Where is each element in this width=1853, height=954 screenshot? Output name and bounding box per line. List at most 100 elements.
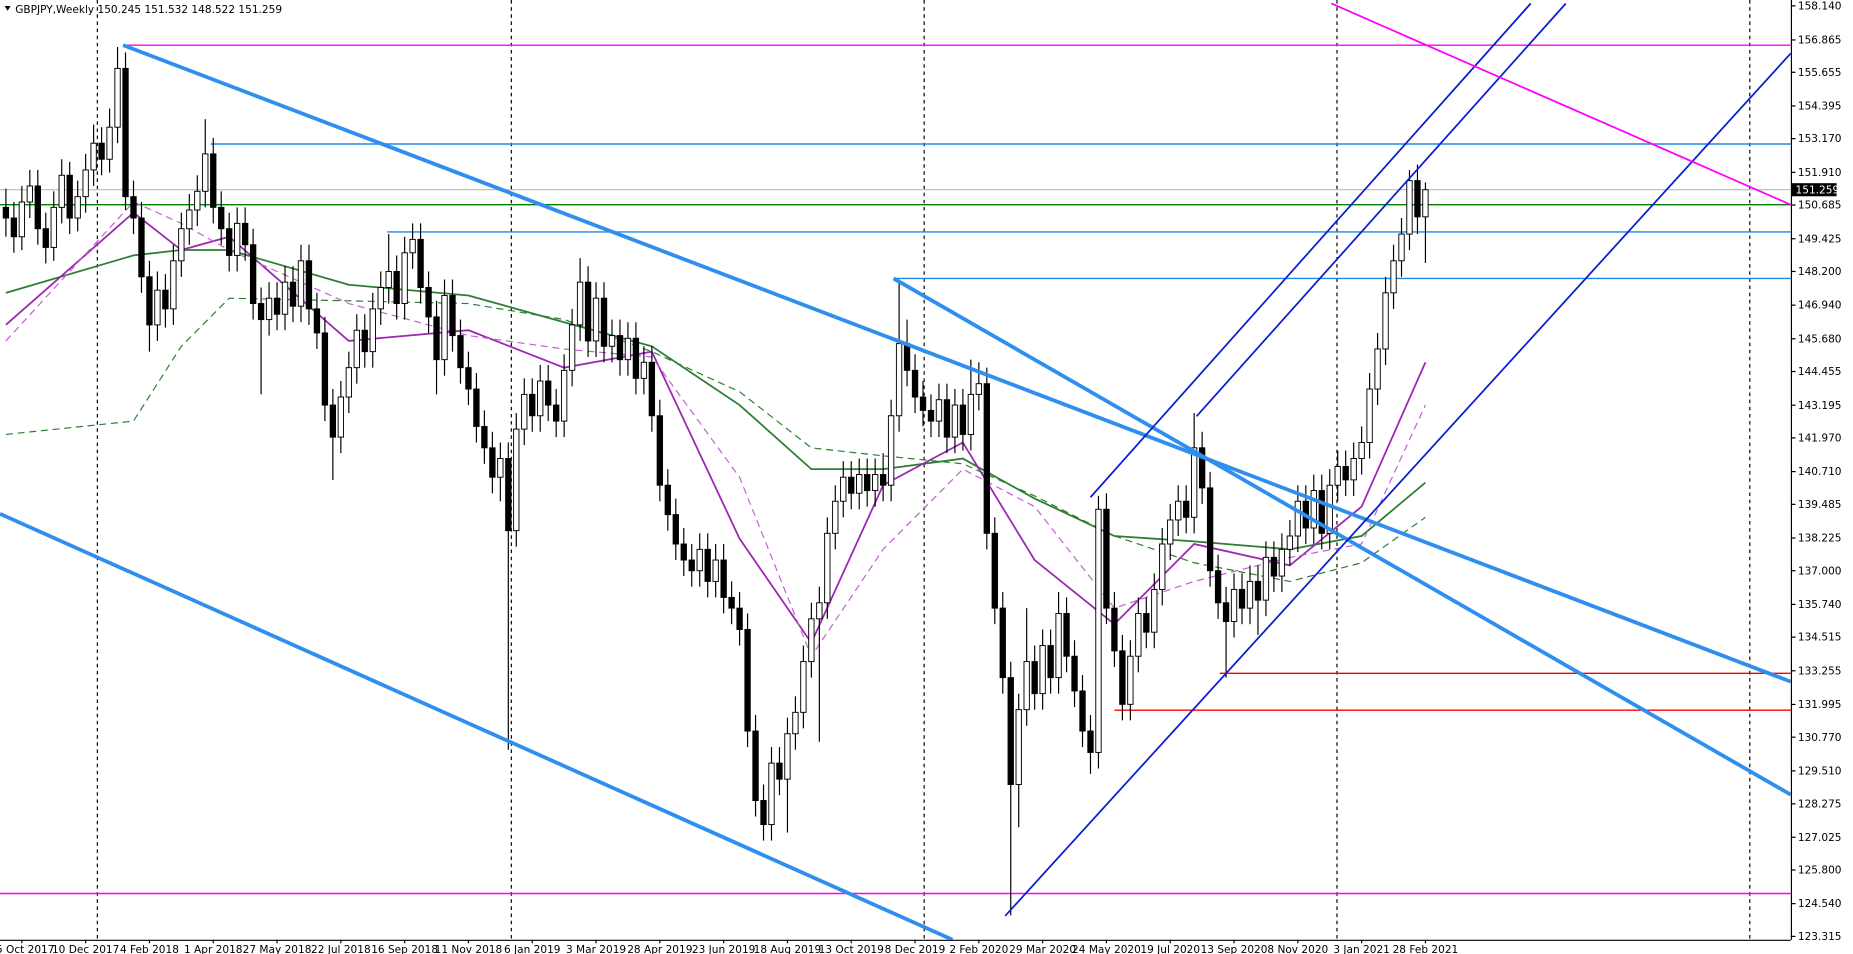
y-tick-label: 155.655 <box>1798 66 1842 79</box>
candle-body <box>792 711 799 735</box>
candle-body <box>584 281 592 342</box>
candle-body <box>26 185 33 203</box>
trend-line <box>122 43 1791 684</box>
candle-body <box>927 409 935 422</box>
candle-body <box>576 281 584 326</box>
candle-body <box>983 383 990 534</box>
candle-body <box>720 559 727 598</box>
x-tick-label: 15 Oct 2017 <box>0 943 54 954</box>
candle-body <box>433 316 440 361</box>
candle-body <box>1063 613 1070 657</box>
candle-body <box>50 206 57 248</box>
candle-body <box>106 126 113 160</box>
x-tick-label: 13 Sep 2020 <box>1201 943 1268 954</box>
candle-body <box>632 337 640 379</box>
candle-body <box>816 602 823 620</box>
candle-body <box>393 270 400 305</box>
candle-body <box>369 308 376 353</box>
y-tick-label: 149.425 <box>1798 232 1842 245</box>
y-tick-label: 137.000 <box>1798 564 1842 577</box>
candle-body <box>122 67 129 198</box>
candle-body <box>1087 730 1094 753</box>
x-tick-label: 22 Jul 2018 <box>311 943 371 954</box>
candle-body <box>592 297 600 342</box>
candle-body <box>130 196 137 219</box>
y-tick-label: 129.510 <box>1798 764 1842 777</box>
x-tick-label: 2 Feb 2020 <box>949 943 1008 954</box>
candle-body <box>529 393 536 417</box>
y-tick-label: 156.865 <box>1798 33 1842 46</box>
trend-line <box>892 276 1791 797</box>
candle-body <box>162 289 169 310</box>
candle-body <box>1398 233 1405 262</box>
candle-body <box>273 297 281 315</box>
candle-body <box>768 762 775 826</box>
candle-body <box>138 217 145 278</box>
candle-body <box>449 295 456 337</box>
y-tick-label: 123.315 <box>1798 930 1842 943</box>
candle-body <box>1214 570 1222 604</box>
candle-body <box>959 404 967 435</box>
x-tick-label: 24 May 2020 <box>1072 943 1141 954</box>
candle-body <box>776 762 783 780</box>
candle-body <box>377 287 384 310</box>
candle-body <box>1079 690 1086 732</box>
x-tick-label: 29 Mar 2020 <box>1009 943 1076 954</box>
candle-body <box>824 532 831 604</box>
candle-body <box>154 289 161 326</box>
candle-body <box>879 474 887 486</box>
candle-body <box>305 260 313 310</box>
candle-body <box>457 335 464 369</box>
candle-body <box>345 367 352 398</box>
candle-body <box>560 369 568 422</box>
candle-body <box>911 369 919 398</box>
candle-body <box>1278 548 1286 577</box>
candle-body <box>871 474 879 492</box>
candle-body <box>624 337 632 361</box>
candle-body <box>600 297 608 347</box>
candle-body <box>848 476 855 494</box>
candle-body <box>840 476 847 502</box>
candle-body <box>728 596 735 609</box>
x-tick-label: 18 Aug 2019 <box>754 943 822 954</box>
candle-body <box>680 543 687 561</box>
x-tick-label: 11 Nov 2018 <box>435 943 503 954</box>
candle-body <box>58 174 65 208</box>
candle-body <box>465 367 472 390</box>
candle-body <box>42 228 49 248</box>
candle-body <box>265 297 273 321</box>
candle-body <box>951 404 959 438</box>
candle-body <box>1422 189 1429 218</box>
candle-body <box>1039 645 1046 695</box>
candle-body <box>234 222 241 256</box>
candle-body <box>935 399 943 422</box>
title-icon <box>4 5 11 11</box>
y-tick-label: 154.395 <box>1798 99 1842 112</box>
x-tick-label: 16 Sep 2018 <box>371 943 438 954</box>
candle-body <box>353 329 360 369</box>
candle-body <box>1382 292 1389 350</box>
y-tick-label: 131.995 <box>1798 698 1842 711</box>
candle-body <box>553 404 560 422</box>
candle-body <box>1071 655 1078 692</box>
candle-body <box>1342 466 1349 481</box>
candle-body <box>856 474 863 494</box>
candle-body <box>895 343 903 417</box>
candle-body <box>832 500 839 534</box>
candle-body <box>1119 650 1126 705</box>
candle-body <box>257 303 265 321</box>
candle-body <box>1095 508 1102 753</box>
candle-body <box>66 174 73 219</box>
y-tick-label: 153.170 <box>1798 132 1842 145</box>
y-tick-label: 125.800 <box>1798 863 1842 876</box>
candle-body <box>568 324 576 371</box>
y-tick-label: 140.710 <box>1798 465 1842 478</box>
candle-body <box>656 415 664 486</box>
y-tick-label: 127.025 <box>1798 831 1842 844</box>
candle-body <box>1238 588 1246 609</box>
candle-body <box>664 484 671 516</box>
x-tick-label: 3 Jan 2021 <box>1333 943 1390 954</box>
candle-body <box>2 206 10 219</box>
y-tick-label: 128.275 <box>1798 797 1842 810</box>
